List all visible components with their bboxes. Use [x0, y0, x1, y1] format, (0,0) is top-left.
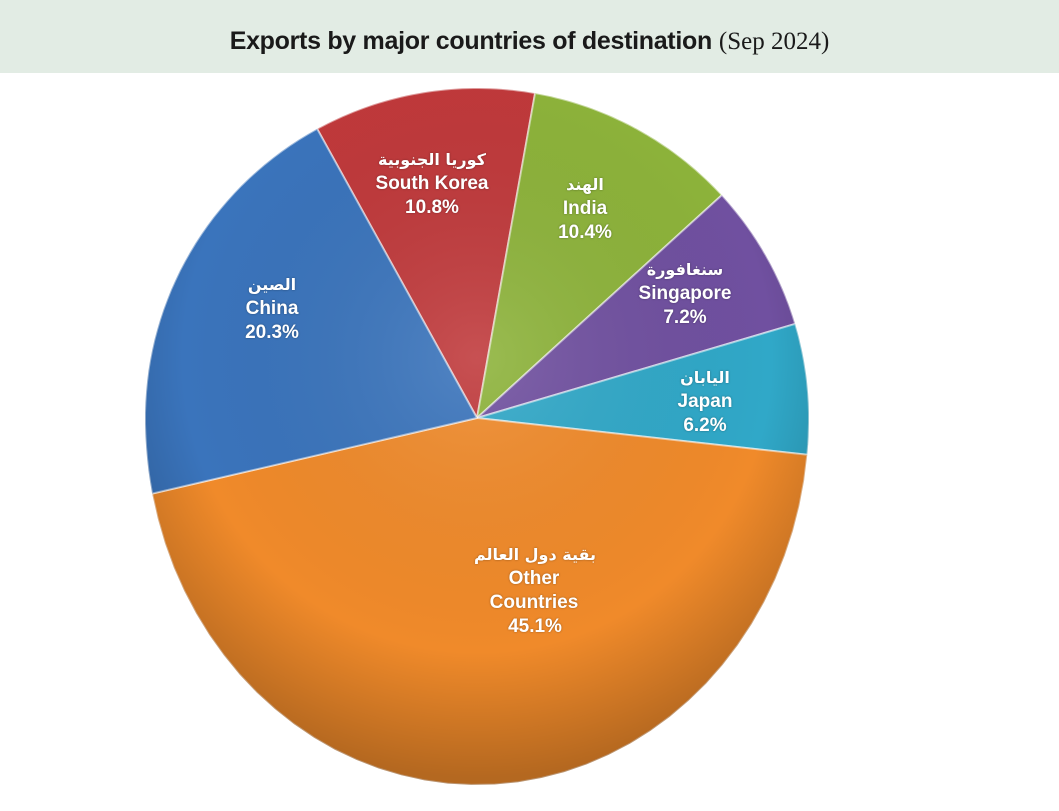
slice-label-english: Other Countries — [489, 568, 579, 613]
slice-label-arabic: اليابان — [680, 368, 730, 387]
slice-label-english: Japan — [677, 391, 733, 412]
slice-label-arabic: سنغافورة — [646, 260, 724, 279]
chart-title-main: Exports by major countries of destinatio… — [229, 27, 713, 55]
slice-value-label: 7.2% — [663, 307, 707, 328]
slice-label: اليابان Japan 6.2% — [678, 366, 733, 438]
chart-subtitle: (Sep 2024) — [718, 28, 830, 55]
chart-title: Exports by major countries of destinatio… — [0, 27, 1059, 56]
slice-label: بقية دول العالم Other Countries 45.1% — [474, 543, 596, 639]
slice-label-arabic: بقية دول العالم — [473, 545, 597, 564]
slice-value-label: 45.1% — [508, 616, 562, 637]
slice-label: سنغافورة Singapore 7.2% — [639, 258, 732, 330]
slice-label-english: Singapore — [638, 283, 732, 304]
slice-label-english: India — [562, 198, 608, 219]
title-band — [0, 0, 1059, 73]
slice-label: كوريا الجنوبية South Korea 10.8% — [376, 148, 489, 220]
slice-value-label: 10.8% — [405, 197, 459, 218]
slice-label-arabic: الصين — [247, 275, 297, 294]
slice-label-arabic: الهند — [566, 175, 604, 194]
slice-label: الهند India 10.4% — [558, 173, 612, 245]
slice-value-label: 6.2% — [683, 415, 727, 436]
slice-value-label: 20.3% — [245, 322, 299, 343]
slice-label-english: China — [245, 298, 299, 319]
slice-label-arabic: كوريا الجنوبية — [378, 150, 486, 169]
slice-label: الصين China 20.3% — [245, 273, 299, 345]
slice-label-english: South Korea — [375, 173, 489, 194]
slice-value-label: 10.4% — [558, 222, 612, 243]
